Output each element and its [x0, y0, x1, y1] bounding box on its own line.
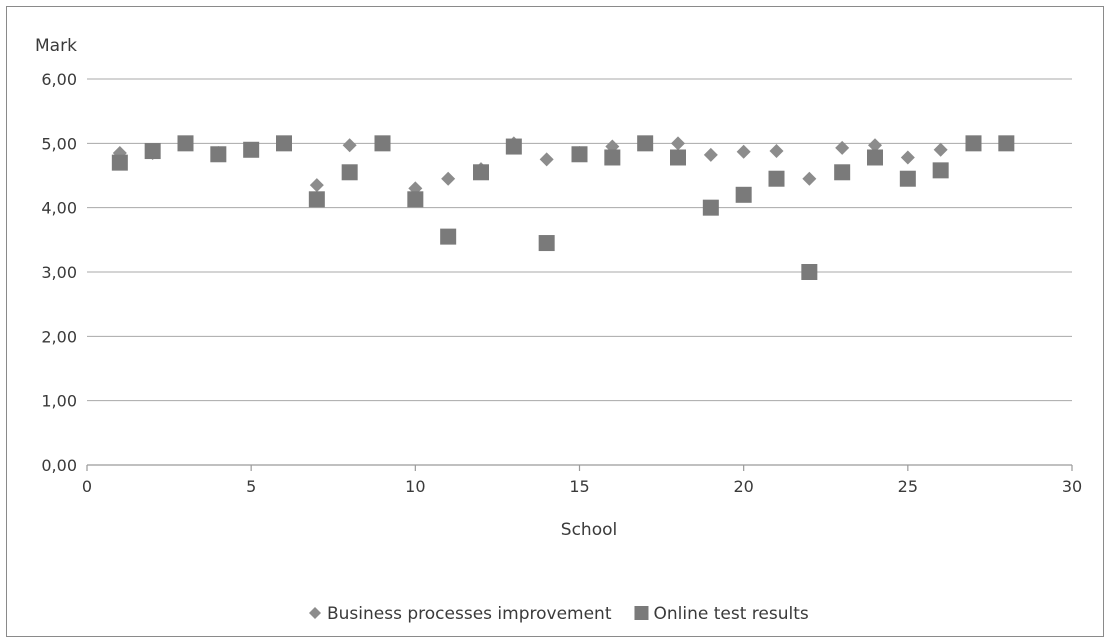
y-tick-label-1: 1,00	[41, 392, 77, 411]
square-point-21	[768, 170, 785, 187]
square-point-27	[965, 135, 982, 152]
y-tick-label-5: 5,00	[41, 134, 77, 153]
square-point-18	[670, 149, 686, 166]
axes	[86, 464, 1073, 471]
x-tick-label-4: 20	[733, 477, 753, 496]
x-tick-label-0: 0	[82, 477, 92, 496]
diamond-point-19	[703, 147, 718, 162]
legend-label-1: Business processes improvement	[327, 604, 612, 624]
diamond-point-26	[933, 142, 948, 157]
x-tick-label-6: 30	[1062, 477, 1082, 496]
diamond-point-22	[802, 171, 817, 186]
diamond-point-23	[835, 140, 850, 155]
square-point-5	[243, 141, 260, 158]
square-point-23	[834, 164, 851, 181]
diamond-point-11	[441, 171, 456, 186]
diamond-point-8	[342, 138, 357, 153]
square-point-14	[538, 235, 555, 252]
square-point-20	[735, 186, 752, 203]
y-axis-title: Mark	[35, 36, 77, 56]
y-tick-label-0: 0,00	[41, 456, 77, 475]
x-tick-label-1: 5	[246, 477, 256, 496]
square-point-25	[899, 170, 916, 187]
chart-area: 0,00 1,00 2,00 3,00 4,00 5,00 6,00 0 5 10 15 20 25 30…	[6, 6, 1104, 637]
series-online-test-results	[111, 135, 1015, 280]
square-point-24	[867, 149, 883, 166]
square-point-28	[998, 135, 1015, 152]
square-point-11	[440, 228, 457, 245]
square-point-8	[341, 164, 358, 181]
legend-label-2: Online test results	[653, 604, 808, 624]
y-tick-label-6: 6,00	[41, 70, 77, 89]
diamond-point-21	[769, 144, 784, 159]
square-point-10	[407, 191, 424, 208]
square-point-15	[571, 146, 588, 163]
square-point-26	[932, 162, 949, 179]
square-point-2	[144, 143, 161, 160]
x-tick-label-3: 15	[569, 477, 589, 496]
data-series	[111, 135, 1015, 280]
diamond-point-18	[671, 136, 685, 151]
square-point-16	[604, 149, 621, 166]
diamond-point-20	[736, 144, 751, 159]
square-point-7	[308, 191, 325, 208]
scatter-chart: 0,00 1,00 2,00 3,00 4,00 5,00 6,00 0 5 10 15 20 25 30…	[35, 36, 1082, 624]
legend-square-marker	[634, 606, 649, 620]
x-axis-title: School	[561, 520, 617, 540]
diamond-point-25	[900, 150, 915, 165]
square-point-13	[505, 138, 522, 155]
y-tick-label-2: 2,00	[41, 327, 77, 346]
x-tick-label-2: 10	[405, 477, 425, 496]
square-point-3	[177, 135, 194, 152]
square-point-17	[637, 135, 654, 152]
square-point-9	[374, 135, 391, 152]
square-point-1	[111, 154, 128, 171]
square-point-4	[210, 146, 227, 163]
diamond-point-24	[868, 138, 882, 153]
square-point-12	[473, 164, 489, 181]
y-tick-label-4: 4,00	[41, 199, 77, 218]
gridlines	[87, 78, 1072, 402]
legend-diamond-marker	[309, 607, 321, 619]
legend: Business processes improvement Online tes…	[309, 604, 809, 624]
diamond-point-7	[309, 178, 324, 193]
y-tick-label-3: 3,00	[41, 263, 77, 282]
square-point-6	[276, 135, 292, 152]
square-point-19	[702, 199, 719, 216]
square-point-22	[801, 264, 818, 280]
diamond-point-14	[539, 152, 554, 167]
x-tick-label-5: 25	[898, 477, 918, 496]
tick-labels: 0,00 1,00 2,00 3,00 4,00 5,00 6,00 0 5 10 15 20 25 30	[41, 70, 1082, 496]
